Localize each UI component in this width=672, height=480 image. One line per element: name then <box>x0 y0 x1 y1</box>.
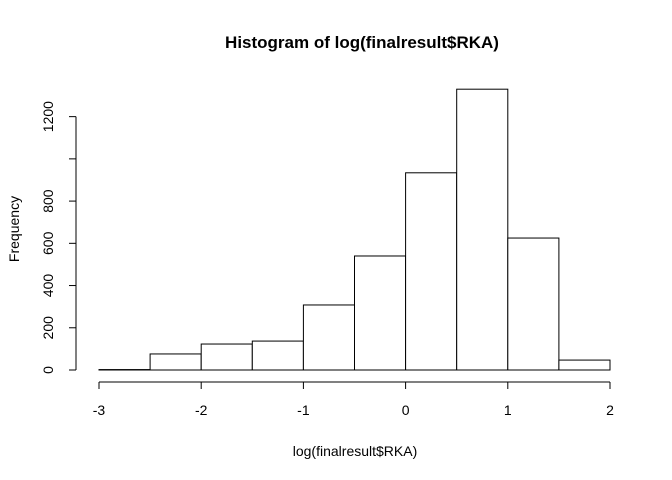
y-tick-label: 200 <box>40 316 56 340</box>
x-tick-label: -2 <box>195 402 208 418</box>
chart-title: Histogram of log(finalresult$RKA) <box>225 33 499 52</box>
y-tick-label: 1200 <box>40 101 56 132</box>
y-tick-label: 400 <box>40 274 56 298</box>
bar <box>354 255 407 371</box>
x-tick-label: 2 <box>606 402 614 418</box>
bar <box>200 343 253 371</box>
bar <box>149 353 202 371</box>
x-tick-label: -3 <box>93 402 106 418</box>
bar <box>251 340 304 371</box>
x-tick-label: 0 <box>402 402 410 418</box>
bar <box>456 88 509 371</box>
bar <box>558 359 611 371</box>
bar <box>405 172 458 371</box>
y-tick-label: 800 <box>40 189 56 213</box>
x-axis-label: log(finalresult$RKA) <box>293 443 418 459</box>
y-tick-label: 600 <box>40 231 56 255</box>
y-tick-label: 0 <box>40 366 56 374</box>
x-tick-label: 1 <box>504 402 512 418</box>
y-axis-label: Frequency <box>6 196 22 262</box>
bar <box>507 237 560 371</box>
x-tick-label: -1 <box>297 402 310 418</box>
bar <box>302 304 355 371</box>
